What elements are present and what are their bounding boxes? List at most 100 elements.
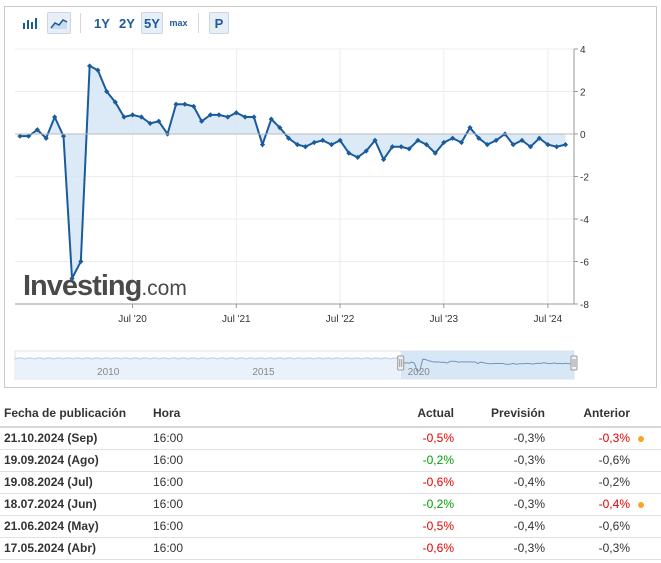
cell-actual: -0,2% [288,493,458,516]
col-header-forecast[interactable]: Previsión [458,400,549,428]
cell-revised [634,427,661,450]
bar-chart-button[interactable] [19,12,41,34]
data-point [294,142,301,148]
data-point [519,137,525,143]
cell-forecast: -0,4% [458,471,549,494]
cell-forecast: -0,3% [458,537,549,560]
range-navigator[interactable]: 2010 2015 2020 [14,350,578,380]
data-point [129,112,136,118]
data-point [346,150,352,156]
range-max-button[interactable]: max [169,18,188,28]
chart-markers [17,63,569,282]
data-point [398,144,404,150]
data-point [259,142,266,148]
data-point [380,156,387,163]
data-point [251,114,257,120]
cell-actual: -0,6% [288,471,458,494]
cell-revised [634,449,661,472]
navigator-handle [570,355,578,371]
area-chart-icon [50,19,68,29]
data-point [121,114,127,120]
cell-previous: -0,3% [549,427,634,450]
data-point [173,101,179,107]
range-1y-button[interactable]: 1Y [94,15,110,31]
investing-watermark: Investing .com [23,270,187,303]
data-point [510,142,516,148]
p-button[interactable]: P [209,12,229,34]
data-point [191,103,197,109]
data-point [242,114,248,120]
data-point [216,112,222,118]
cell-previous: -0,4% [549,493,634,516]
data-point [328,142,335,148]
data-point [432,150,438,156]
data-point [268,116,274,122]
toolbar-divider [198,13,199,33]
data-point [458,139,465,146]
col-header-previous[interactable]: Anterior [549,400,634,428]
y-tick-label: 4 [580,45,586,56]
cell-time: 16:00 [153,427,288,450]
table-header-row: Fecha de publicación Hora Actual Previsi… [0,400,661,428]
table-row: 18.07.2024 (Jun) 16:00 -0,2% -0,3% -0,4% [0,493,661,516]
data-point [138,114,144,120]
range-2y-button[interactable]: 2Y [119,15,135,31]
table-row: 17.05.2024 (Abr) 16:00 -0,6% -0,3% -0,3% [0,537,661,560]
navigator-handle [397,355,405,371]
navigator-selected-line [400,358,575,372]
table-row: 19.08.2024 (Jul) 16:00 -0,6% -0,4% -0,2% [0,471,661,494]
data-point [372,137,378,143]
release-table: Fecha de publicación Hora Actual Previsi… [0,400,661,560]
col-header-time[interactable]: Hora [153,400,288,428]
navigator-line [14,357,401,360]
data-point [78,258,84,265]
cell-forecast: -0,4% [458,515,549,538]
series-area-fill [20,66,566,279]
data-point [233,110,239,116]
table-row: 19.09.2024 (Ago) 16:00 -0,2% -0,3% -0,6% [0,449,661,472]
data-point [147,120,153,126]
data-point [406,146,412,152]
x-tick-label: Jul '24 [534,314,563,325]
data-point [25,133,32,139]
cell-date: 17.05.2024 (Abr) [0,537,153,560]
revised-dot-icon[interactable] [638,436,644,443]
cell-time: 16:00 [153,449,288,472]
data-point [527,144,534,150]
data-point [225,114,231,120]
data-point [43,135,49,141]
cell-previous: -0,3% [549,537,634,560]
cell-revised [634,537,661,560]
y-tick-label: -2 [580,173,589,184]
data-point [450,135,456,141]
watermark-suffix: .com [141,277,187,300]
data-point [311,139,317,146]
data-point [484,142,490,148]
bar-chart-icon [23,18,37,29]
chart-axes: 4 2 0 -2 -4 -6 -8 Jul '20 Jul '21 Jul '22 Jul '23 J… [15,45,589,325]
y-tick-label: 0 [580,130,586,141]
data-point [337,137,343,143]
cell-time: 16:00 [153,515,288,538]
data-point [52,114,58,120]
data-point [536,135,542,141]
data-point [423,142,430,148]
data-point [302,144,308,150]
cell-previous: -0,2% [549,471,634,494]
data-point [476,135,482,141]
area-chart-button[interactable] [47,12,71,34]
cell-actual: -0,2% [288,449,458,472]
cell-forecast: -0,3% [458,449,549,472]
col-header-date[interactable]: Fecha de publicación [0,400,153,428]
navigator-area [15,358,401,379]
data-point [156,118,162,124]
cell-actual: -0,5% [288,427,458,450]
table-row: 21.06.2024 (May) 16:00 -0,5% -0,4% -0,6% [0,515,661,538]
main-chart[interactable]: 4 2 0 -2 -4 -6 -8 Jul '20 Jul '21 Jul '22 Jul '23 J… [5,7,658,389]
revised-dot-icon[interactable] [638,502,644,508]
x-tick-label: Jul '23 [430,314,459,325]
data-point [95,67,101,73]
col-header-actual[interactable]: Actual [288,400,458,428]
range-5y-button[interactable]: 5Y [141,12,163,34]
data-point [562,142,569,148]
